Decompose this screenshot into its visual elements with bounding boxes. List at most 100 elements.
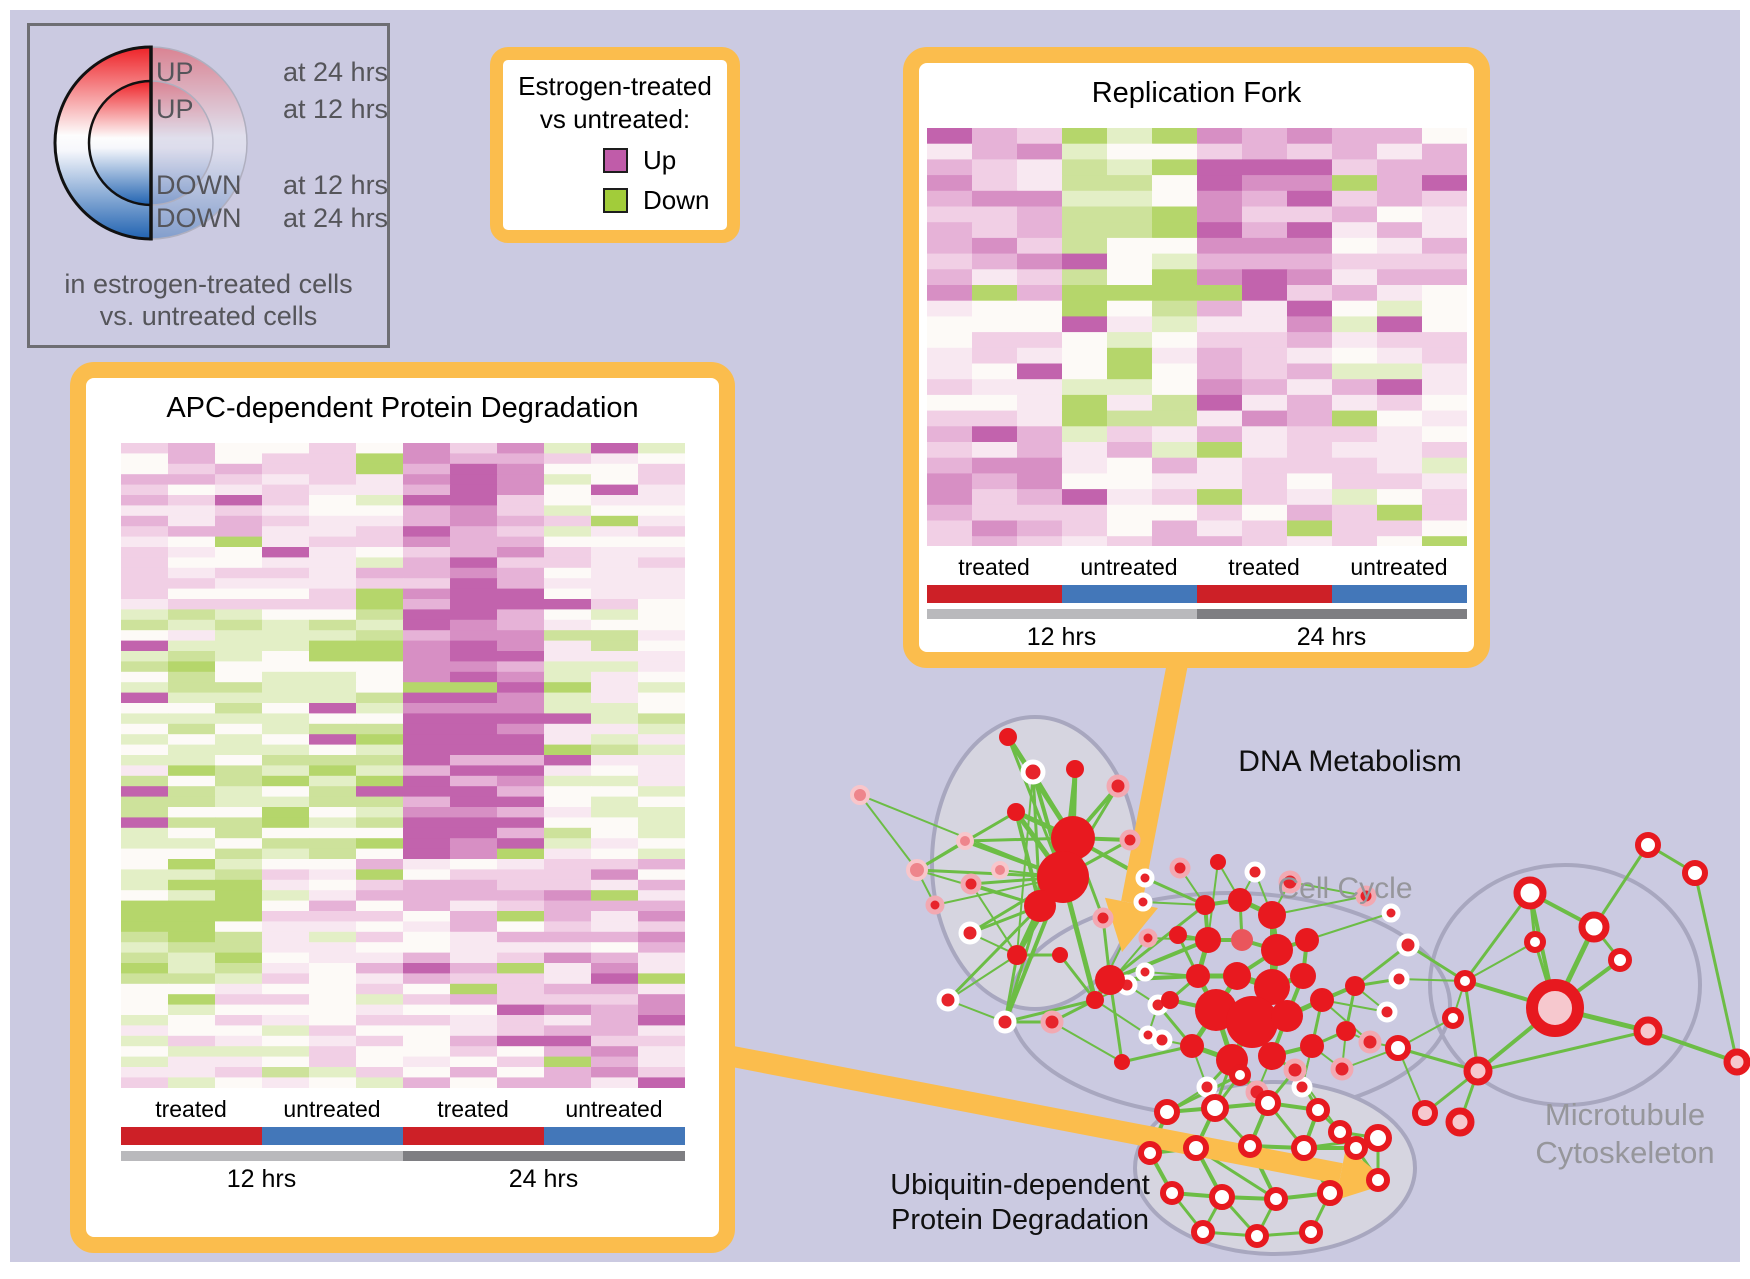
heatmap-cell: [355, 463, 403, 475]
group-label-treated: treated: [155, 1096, 227, 1122]
heatmap-cell: [1241, 316, 1287, 333]
gene-node-u5: [1138, 1141, 1162, 1165]
group-label-untreated: untreated: [565, 1096, 663, 1122]
heatmap-cell: [214, 879, 262, 891]
heatmap-cell: [214, 1067, 262, 1078]
heatmap-cell: [543, 744, 591, 756]
heatmap-cell: [120, 557, 168, 569]
heatmap-cell: [167, 1056, 215, 1068]
heatmap-cell: [1286, 285, 1332, 302]
heatmap-cell: [355, 963, 403, 974]
heatmap-cell: [637, 994, 685, 1006]
group-label-untreated: untreated: [1350, 554, 1448, 580]
heatmap-cell: [214, 775, 262, 787]
time-label-12hrs: 12 hrs: [226, 1165, 297, 1193]
heatmap-cell: [449, 807, 497, 818]
heatmap-cell: [1196, 175, 1242, 192]
heatmap-cell: [214, 526, 262, 538]
heatmap-cell: [1061, 206, 1107, 223]
heatmap-cell: [496, 952, 544, 964]
key-row-time-up-12: at 12 hrs: [283, 94, 389, 124]
heatmap-cell: [971, 190, 1017, 207]
heatmap-cell: [261, 1035, 309, 1047]
gene-node-m12: [1454, 970, 1476, 992]
heatmap-cell: [167, 859, 215, 870]
heatmap-cell: [1106, 394, 1152, 412]
heatmap-cell: [167, 744, 215, 756]
heatmap-cell: [1196, 347, 1242, 364]
heatmap-cell: [1421, 300, 1467, 317]
heatmap-cell: [214, 786, 262, 798]
heatmap-cell: [1331, 300, 1377, 317]
heatmap-cell: [261, 640, 309, 652]
network-edge: [1142, 901, 1206, 906]
heatmap-cell: [1151, 457, 1197, 474]
heatmap-cell: [355, 536, 403, 548]
gene-node-u11: [1160, 1181, 1184, 1205]
heatmap-cell: [355, 567, 403, 579]
heatmap-cell: [355, 1067, 403, 1078]
heatmap-cell: [355, 848, 403, 860]
heatmap-cell: [355, 911, 403, 922]
heatmap-cell: [543, 547, 591, 558]
heatmap-cell: [120, 515, 168, 527]
heatmap-cell: [1061, 222, 1107, 239]
heatmap-cell: [1331, 473, 1377, 490]
heatmap-cell: [543, 859, 591, 870]
gene-node-u13: [1264, 1187, 1288, 1211]
heatmap-cell: [1421, 143, 1467, 160]
heatmap-cell: [543, 474, 591, 486]
heatmap-cell: [637, 1077, 685, 1088]
heatmap-cell: [1151, 489, 1197, 506]
heatmap-cell: [1286, 379, 1332, 396]
heatmap-cell: [543, 786, 591, 798]
heatmap-cell: [355, 703, 403, 714]
heatmap-cell: [1241, 394, 1287, 412]
heatmap-cell: [120, 734, 168, 746]
heatmap-cell: [1151, 520, 1197, 537]
heatmap-cell: [1286, 269, 1332, 286]
gene-node-m7: [1463, 1056, 1493, 1086]
heatmap-cell: [402, 983, 450, 995]
heatmap-cell: [543, 682, 591, 694]
heatmap-cell: [926, 159, 972, 176]
heatmap-cell: [355, 983, 403, 995]
heatmap-cell: [496, 786, 544, 798]
heatmap-cell: [449, 567, 497, 579]
heatmap-cell: [1376, 159, 1422, 176]
gene-node-u4: [1306, 1098, 1330, 1122]
heatmap-cell: [402, 973, 450, 985]
heatmap-cell: [543, 495, 591, 506]
heatmap-cell: [496, 1004, 544, 1016]
heatmap-cell: [496, 557, 544, 569]
heatmap-cell: [214, 651, 262, 662]
gene-node-u9: [1344, 1136, 1368, 1160]
heatmap-cell: [1286, 237, 1332, 255]
heatmap-cell: [1196, 159, 1242, 176]
up-color-swatch: [603, 148, 628, 173]
heatmap-cell: [1331, 504, 1377, 521]
gene-node-d6: [956, 832, 974, 850]
heatmap-cell: [261, 619, 309, 631]
heatmap-cell: [1106, 269, 1152, 286]
heatmap-cell: [261, 807, 309, 818]
heatmap-cell: [120, 671, 168, 683]
heatmap-cell: [590, 786, 638, 798]
key-row-time-down-24: at 24 hrs: [283, 203, 389, 233]
heatmap-cell: [214, 1046, 262, 1058]
heatmap-cell: [214, 599, 262, 610]
heatmap-cell: [214, 838, 262, 850]
heatmap-cell: [402, 931, 450, 943]
heatmap-cell: [402, 900, 450, 912]
heatmap-cell: [120, 994, 168, 1006]
heatmap-cell: [261, 994, 309, 1006]
gene-node-d7: [906, 859, 928, 881]
heatmap-cell: [1331, 442, 1377, 459]
heatmap-cell: [449, 963, 497, 974]
heatmap-cell: [120, 619, 168, 631]
gene-node-u16: [1191, 1220, 1215, 1244]
heatmap-cell: [214, 443, 262, 454]
heatmap-cell: [1106, 347, 1152, 364]
heatmap-cell: [590, 952, 638, 964]
heatmap-cell: [1286, 300, 1332, 317]
